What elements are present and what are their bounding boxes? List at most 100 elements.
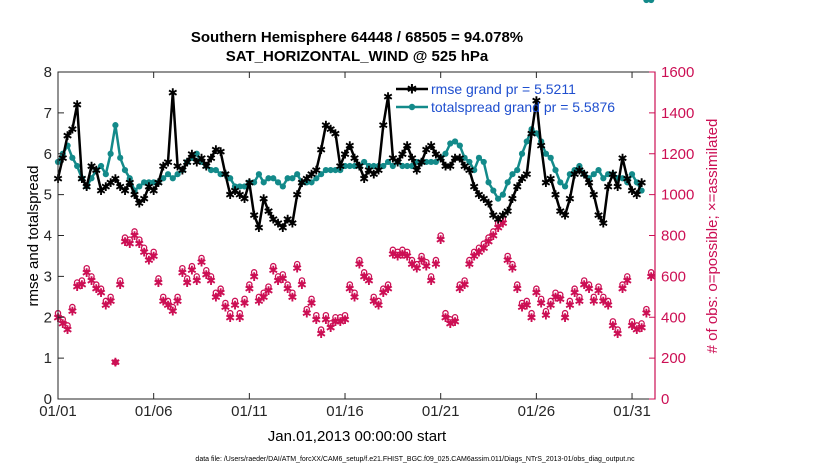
obs-assimilated-point: ✱ bbox=[574, 294, 584, 308]
obs-possible-point bbox=[370, 293, 377, 301]
obs-assimilated-point: ✱ bbox=[594, 284, 604, 298]
rmse-point: ✱ bbox=[192, 155, 202, 169]
obs-possible-point bbox=[533, 285, 540, 292]
chart-title: Southern Hemisphere 64448 / 68505 = 94.0… bbox=[191, 29, 523, 46]
y-tick-label: 1 bbox=[44, 350, 52, 367]
spread-point bbox=[643, 0, 650, 4]
obs-possible-point bbox=[327, 320, 334, 327]
rmse-point: ✱ bbox=[297, 176, 307, 190]
rmse-point: ✱ bbox=[354, 160, 364, 174]
obs-assimilated-point: ✱ bbox=[230, 298, 240, 312]
spread-point bbox=[485, 179, 492, 186]
rmse-point: ✱ bbox=[168, 86, 178, 100]
spread-point bbox=[633, 179, 640, 186]
rmse-point: ✱ bbox=[598, 217, 608, 231]
spread-point bbox=[504, 179, 511, 186]
spread-point bbox=[370, 162, 377, 170]
x-tick-label: 01/11 bbox=[231, 403, 267, 420]
spread-point bbox=[399, 162, 406, 170]
obs-possible-point bbox=[83, 264, 90, 272]
obs-assimilated-point: ✱ bbox=[503, 254, 513, 268]
rmse-point: ✱ bbox=[182, 155, 192, 169]
rmse-point: ✱ bbox=[574, 164, 584, 178]
spread-point bbox=[97, 162, 105, 170]
rmse-point: ✱ bbox=[163, 155, 173, 169]
obs-assimilated-point: ✱ bbox=[278, 272, 288, 286]
obs-possible-point bbox=[97, 285, 105, 292]
spread-point bbox=[351, 162, 358, 170]
rmse-point: ✱ bbox=[594, 209, 604, 223]
spread-point bbox=[74, 162, 81, 170]
spread-point bbox=[174, 171, 181, 178]
spread-point bbox=[327, 167, 334, 174]
obs-assimilated-point: ✱ bbox=[225, 311, 235, 325]
obs-possible-point bbox=[116, 277, 124, 284]
obs-possible-point bbox=[490, 228, 497, 235]
rmse-point: ✱ bbox=[283, 213, 293, 227]
obs-possible-point bbox=[112, 358, 119, 366]
rmse-point: ✱ bbox=[268, 213, 278, 227]
obs-possible-point bbox=[88, 273, 95, 280]
y-tick-label: 3 bbox=[44, 268, 52, 285]
obs-assimilated-point: ✱ bbox=[536, 296, 546, 310]
obs-possible-point bbox=[537, 295, 545, 303]
obs-assimilated-point: ✱ bbox=[412, 262, 422, 276]
spread-point bbox=[346, 162, 353, 170]
obs-possible-point bbox=[566, 297, 574, 305]
obs-possible-point bbox=[198, 254, 205, 262]
legend-rmse-marker: ✱ bbox=[407, 82, 418, 97]
obs-possible-point bbox=[638, 320, 645, 327]
obs-possible-point bbox=[365, 273, 373, 280]
rmse-point: ✱ bbox=[316, 143, 326, 157]
obs-possible-point bbox=[624, 273, 631, 280]
obs-assimilated-point: ✱ bbox=[555, 292, 565, 306]
rmse-point: ✱ bbox=[287, 217, 297, 231]
obs-possible-point bbox=[346, 281, 354, 288]
rmse-point: ✱ bbox=[225, 188, 235, 202]
obs-assimilated-point: ✱ bbox=[469, 249, 479, 263]
rmse-point: ✱ bbox=[637, 176, 647, 190]
obs-assimilated-point: ✱ bbox=[383, 282, 393, 296]
rmse-point: ✱ bbox=[417, 155, 427, 169]
obs-assimilated-point: ✱ bbox=[67, 305, 77, 319]
rmse-point: ✱ bbox=[450, 151, 460, 165]
obs-possible-point bbox=[432, 256, 440, 264]
spread-point bbox=[561, 183, 569, 190]
obs-possible-point bbox=[136, 236, 143, 243]
y-tick-label: 7 bbox=[44, 105, 52, 122]
rmse-point: ✱ bbox=[632, 188, 642, 202]
rmse-point: ✱ bbox=[445, 160, 455, 174]
obs-possible-point bbox=[466, 256, 473, 264]
obs-possible-point bbox=[456, 281, 464, 288]
spread-point bbox=[121, 167, 129, 174]
obs-assimilated-point: ✱ bbox=[546, 298, 556, 312]
obs-assimilated-point: ✱ bbox=[311, 313, 321, 327]
obs-possible-point bbox=[513, 281, 521, 288]
spread-point bbox=[255, 171, 263, 178]
obs-possible-point bbox=[69, 303, 76, 311]
obs-possible-point bbox=[303, 305, 310, 313]
obs-possible-point bbox=[236, 309, 244, 317]
rmse-point: ✱ bbox=[82, 180, 92, 194]
obs-assimilated-point: ✱ bbox=[393, 249, 403, 263]
obs-possible-point bbox=[131, 228, 138, 235]
y-axis-label: rmse and totalspread bbox=[25, 166, 42, 307]
obs-assimilated-point: ✱ bbox=[263, 284, 273, 298]
spread-point bbox=[251, 179, 258, 186]
obs-assimilated-point: ✱ bbox=[426, 274, 436, 288]
rmse-point: ✱ bbox=[503, 204, 513, 218]
rmse-point: ✱ bbox=[402, 139, 412, 153]
obs-possible-point bbox=[341, 311, 349, 319]
spread-point bbox=[404, 162, 411, 170]
y2-tick-label: 400 bbox=[661, 309, 686, 326]
obs-assimilated-point: ✱ bbox=[632, 323, 642, 337]
rmse-point: ✱ bbox=[536, 139, 546, 153]
spread-point bbox=[475, 154, 483, 161]
footnote: data file: /Users/raeder/DAI/ATM_forcXX/… bbox=[195, 456, 635, 463]
obs-possible-point bbox=[279, 271, 287, 278]
obs-possible-point bbox=[250, 269, 258, 276]
obs-possible-point bbox=[298, 277, 306, 284]
obs-possible-point bbox=[183, 275, 191, 282]
obs-assimilated-point: ✱ bbox=[464, 258, 474, 272]
obs-possible-point bbox=[403, 248, 411, 256]
